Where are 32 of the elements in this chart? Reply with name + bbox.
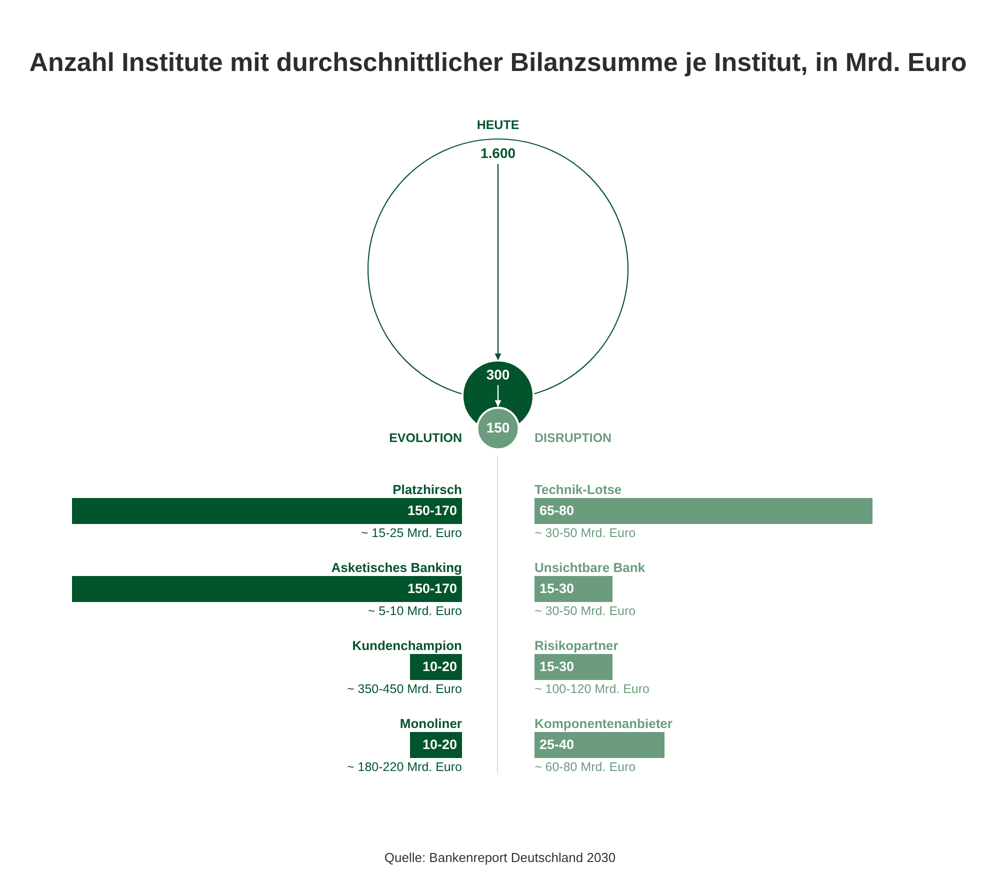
- data-label: 15-30: [540, 659, 574, 674]
- annotation: ~ 350-450 Mrd. Euro: [347, 682, 462, 696]
- y-tick-label: Risikopartner: [534, 638, 618, 653]
- chart-title: DISRUPTION: [534, 431, 612, 445]
- text: Anzahl Institute mit durchschnittlicher Bilanzsumme je Institut, in Mrd. Euro: [29, 47, 967, 77]
- data-label: 150: [486, 420, 510, 436]
- chart-title: EVOLUTION: [389, 431, 462, 445]
- y-tick-label: Asketisches Banking: [331, 560, 462, 575]
- y-tick-label: Unsichtbare Bank: [534, 560, 646, 575]
- data-label: 10-20: [422, 737, 457, 752]
- data-label: 1.600: [480, 145, 516, 161]
- annotation: ~ 5-10 Mrd. Euro: [368, 604, 462, 618]
- y-tick-label: Monoliner: [400, 716, 462, 731]
- data-label: 25-40: [540, 737, 574, 752]
- y-tick-label: Technik-Lotse: [534, 482, 622, 497]
- annotation: ~ 100-120 Mrd. Euro: [534, 682, 650, 696]
- category-label: HEUTE: [476, 118, 520, 132]
- annotation: ~ 15-25 Mrd. Euro: [360, 526, 462, 540]
- data-label: 150-170: [407, 581, 457, 596]
- y-tick-label: Platzhirsch: [392, 482, 462, 497]
- data-label: 65-80: [540, 503, 574, 518]
- data-label: 15-30: [540, 581, 574, 596]
- y-tick-label: Komponentenanbieter: [534, 716, 672, 731]
- data-label: 300: [486, 366, 510, 382]
- data-label: 10-20: [422, 659, 457, 674]
- annotation: ~ 30-50 Mrd. Euro: [534, 526, 636, 540]
- source-note: Quelle: Bankenreport Deutschland 2030: [384, 850, 616, 865]
- data-label: 150-170: [407, 503, 457, 518]
- annotation: ~ 60-80 Mrd. Euro: [534, 760, 636, 774]
- annotation: ~ 180-220 Mrd. Euro: [347, 760, 462, 774]
- annotation: ~ 30-50 Mrd. Euro: [534, 604, 636, 618]
- y-tick-label: Kundenchampion: [352, 638, 462, 653]
